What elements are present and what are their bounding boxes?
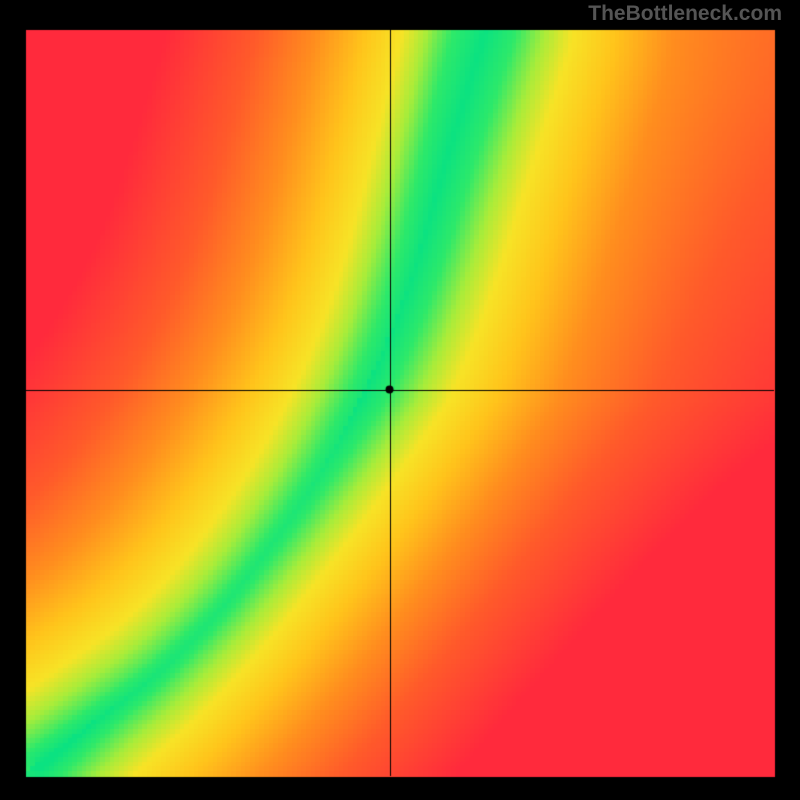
chart-container: TheBottleneck.com [0, 0, 800, 800]
watermark-text: TheBottleneck.com [588, 2, 782, 26]
heatmap-canvas [0, 0, 800, 800]
